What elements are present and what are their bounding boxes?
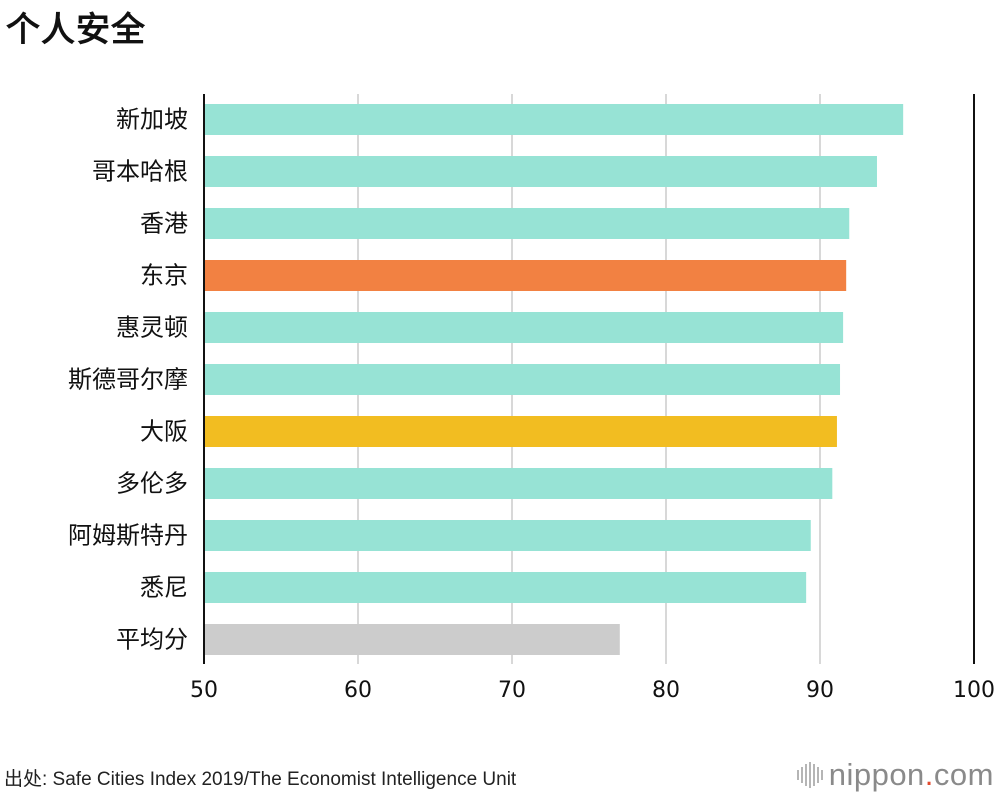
bar-7 (204, 416, 837, 447)
category-label: 斯德哥尔摩 (68, 366, 188, 394)
bars (204, 104, 904, 655)
category-label: 阿姆斯特丹 (68, 522, 188, 550)
x-tick-label: 90 (806, 678, 834, 703)
x-tick-label: 70 (498, 678, 526, 703)
category-label: 大阪 (140, 418, 188, 446)
category-label: 东京 (140, 262, 188, 290)
bar-10 (204, 572, 807, 603)
logo-bars-icon (796, 762, 823, 788)
logo-tld: com (933, 757, 994, 792)
category-label: 悉尼 (140, 574, 188, 602)
bar-8 (204, 468, 833, 499)
bar-4 (204, 260, 847, 291)
x-tick-label: 80 (652, 678, 680, 703)
logo-dot: . (924, 757, 934, 792)
bar-3 (204, 208, 850, 239)
bar-9 (204, 520, 811, 551)
bar-11 (204, 624, 620, 655)
source-note: 出处: Safe Cities Index 2019/The Economist… (4, 769, 517, 790)
x-tick-label: 50 (190, 678, 218, 703)
category-label: 平均分 (116, 626, 188, 654)
category-label: 多伦多 (116, 470, 188, 498)
category-label: 哥本哈根 (92, 158, 188, 186)
bar-6 (204, 364, 841, 395)
logo-name: nippon (828, 757, 925, 792)
nippon-logo: nippon.com (796, 757, 994, 793)
x-tick-label: 60 (344, 678, 372, 703)
chart-title: 个人安全 (6, 10, 146, 50)
logo-text: nippon.com (829, 757, 994, 793)
category-label: 新加坡 (116, 106, 188, 134)
category-label: 香港 (140, 210, 188, 238)
category-label: 惠灵顿 (116, 314, 188, 342)
bar-5 (204, 312, 844, 343)
bar-2 (204, 156, 877, 187)
x-tick-labels: 50 60 70 80 90 100 (190, 678, 995, 703)
x-tick-label: 100 (953, 678, 995, 703)
bar-1 (204, 104, 904, 135)
axes (203, 94, 975, 664)
